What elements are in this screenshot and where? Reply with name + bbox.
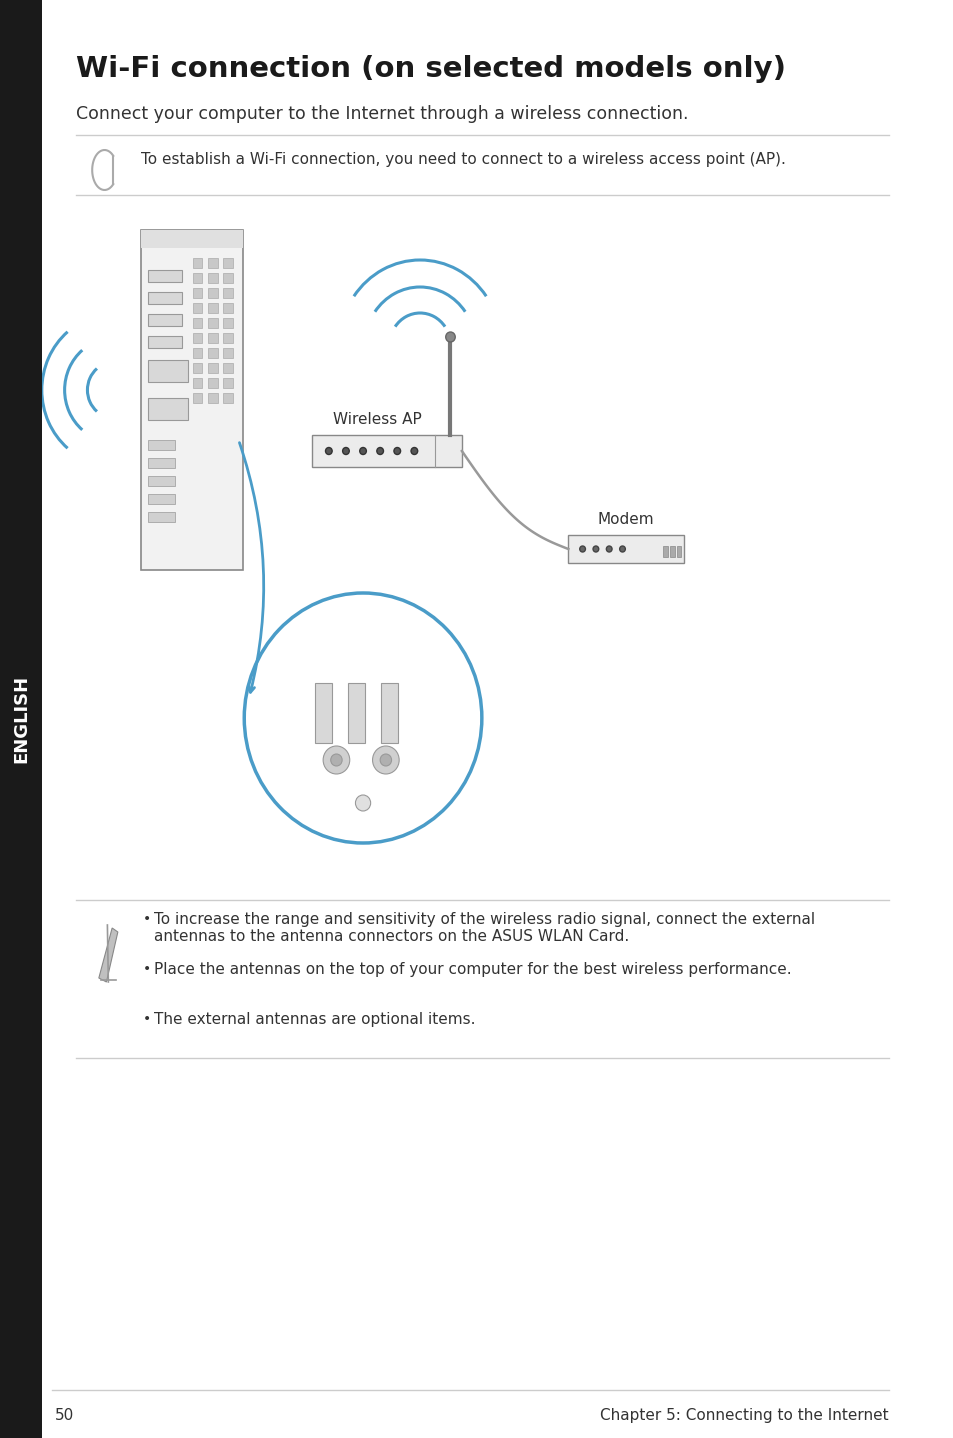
Circle shape — [244, 592, 481, 843]
FancyBboxPatch shape — [208, 378, 217, 388]
FancyBboxPatch shape — [208, 348, 217, 358]
FancyBboxPatch shape — [669, 546, 674, 557]
FancyBboxPatch shape — [193, 303, 202, 313]
Text: Wi-Fi connection (on selected models only): Wi-Fi connection (on selected models onl… — [76, 55, 785, 83]
FancyBboxPatch shape — [568, 535, 683, 564]
FancyBboxPatch shape — [193, 273, 202, 283]
FancyBboxPatch shape — [223, 303, 233, 313]
FancyBboxPatch shape — [312, 436, 461, 467]
Circle shape — [593, 546, 598, 552]
FancyBboxPatch shape — [223, 362, 233, 372]
FancyBboxPatch shape — [148, 360, 188, 383]
FancyBboxPatch shape — [223, 288, 233, 298]
Text: The external antennas are optional items.: The external antennas are optional items… — [153, 1012, 475, 1027]
FancyBboxPatch shape — [208, 318, 217, 328]
Text: ENGLISH: ENGLISH — [11, 674, 30, 764]
Circle shape — [379, 754, 391, 766]
FancyBboxPatch shape — [208, 393, 217, 403]
Circle shape — [323, 746, 350, 774]
FancyBboxPatch shape — [314, 683, 332, 743]
FancyBboxPatch shape — [223, 378, 233, 388]
FancyBboxPatch shape — [223, 393, 233, 403]
Text: To establish a Wi-Fi connection, you need to connect to a wireless access point : To establish a Wi-Fi connection, you nee… — [140, 152, 784, 167]
FancyBboxPatch shape — [148, 398, 188, 420]
FancyBboxPatch shape — [380, 683, 397, 743]
Polygon shape — [99, 928, 118, 982]
FancyBboxPatch shape — [223, 334, 233, 344]
FancyBboxPatch shape — [223, 348, 233, 358]
FancyBboxPatch shape — [223, 318, 233, 328]
FancyBboxPatch shape — [193, 257, 202, 267]
FancyBboxPatch shape — [148, 336, 181, 348]
FancyBboxPatch shape — [348, 683, 365, 743]
Circle shape — [606, 546, 612, 552]
Circle shape — [373, 746, 398, 774]
Text: Connect your computer to the Internet through a wireless connection.: Connect your computer to the Internet th… — [76, 105, 688, 124]
Text: •: • — [142, 912, 151, 926]
Circle shape — [376, 447, 383, 454]
FancyBboxPatch shape — [223, 257, 233, 267]
Text: To increase the range and sensitivity of the wireless radio signal, connect the : To increase the range and sensitivity of… — [153, 912, 814, 945]
FancyBboxPatch shape — [193, 362, 202, 372]
FancyBboxPatch shape — [193, 318, 202, 328]
FancyBboxPatch shape — [193, 288, 202, 298]
FancyBboxPatch shape — [208, 273, 217, 283]
FancyBboxPatch shape — [148, 495, 174, 503]
FancyBboxPatch shape — [148, 476, 174, 486]
Text: •: • — [142, 962, 151, 976]
FancyBboxPatch shape — [208, 288, 217, 298]
FancyBboxPatch shape — [148, 440, 174, 450]
FancyBboxPatch shape — [193, 393, 202, 403]
Circle shape — [411, 447, 417, 454]
FancyBboxPatch shape — [193, 348, 202, 358]
Circle shape — [331, 754, 342, 766]
FancyBboxPatch shape — [193, 378, 202, 388]
Text: Wireless AP: Wireless AP — [333, 413, 421, 427]
FancyBboxPatch shape — [148, 292, 181, 303]
FancyBboxPatch shape — [0, 0, 42, 1438]
Circle shape — [355, 795, 371, 811]
Text: 50: 50 — [55, 1408, 74, 1424]
Circle shape — [342, 447, 349, 454]
Circle shape — [325, 447, 332, 454]
FancyBboxPatch shape — [208, 303, 217, 313]
Text: Modem: Modem — [598, 512, 654, 526]
FancyBboxPatch shape — [662, 546, 667, 557]
Circle shape — [619, 546, 625, 552]
FancyBboxPatch shape — [148, 512, 174, 522]
Circle shape — [359, 447, 366, 454]
FancyBboxPatch shape — [676, 546, 680, 557]
FancyBboxPatch shape — [223, 273, 233, 283]
FancyBboxPatch shape — [148, 270, 181, 282]
FancyBboxPatch shape — [208, 334, 217, 344]
Text: Place the antennas on the top of your computer for the best wireless performance: Place the antennas on the top of your co… — [153, 962, 791, 976]
FancyBboxPatch shape — [148, 457, 174, 467]
FancyBboxPatch shape — [140, 230, 243, 569]
Circle shape — [445, 332, 455, 342]
FancyBboxPatch shape — [148, 313, 181, 326]
Text: •: • — [142, 1012, 151, 1025]
Circle shape — [394, 447, 400, 454]
Circle shape — [579, 546, 585, 552]
FancyBboxPatch shape — [193, 334, 202, 344]
FancyBboxPatch shape — [208, 257, 217, 267]
FancyBboxPatch shape — [208, 362, 217, 372]
FancyBboxPatch shape — [140, 230, 243, 247]
Text: Chapter 5: Connecting to the Internet: Chapter 5: Connecting to the Internet — [599, 1408, 887, 1424]
